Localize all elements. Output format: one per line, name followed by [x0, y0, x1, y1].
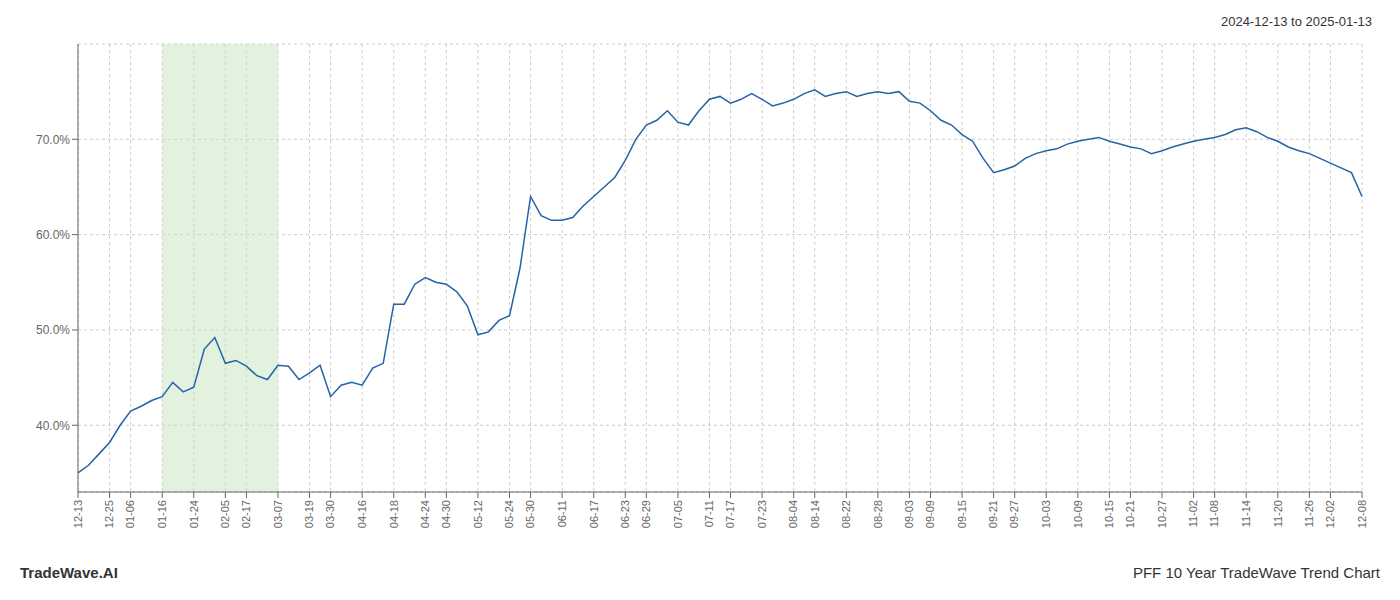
svg-text:07-17: 07-17 — [724, 500, 736, 528]
svg-text:10-03: 10-03 — [1040, 500, 1052, 528]
svg-text:04-18: 04-18 — [388, 500, 400, 528]
html-text:TradeWave.AI: TradeWave.AI — [20, 563, 118, 581]
svg-text:10-09: 10-09 — [1072, 500, 1084, 528]
svg-text:09-27: 09-27 — [1008, 500, 1020, 528]
svg-text:09-03: 09-03 — [903, 500, 915, 528]
svg-text:05-24: 05-24 — [503, 500, 515, 528]
svg-text:07-23: 07-23 — [756, 500, 768, 528]
svg-text:04-24: 04-24 — [419, 500, 431, 528]
svg-text:06-11: 06-11 — [556, 500, 568, 527]
svg-text:03-30: 03-30 — [324, 500, 336, 528]
svg-text:10-27: 10-27 — [1156, 500, 1168, 528]
svg-text:07-05: 07-05 — [672, 500, 684, 528]
svg-text:09-09: 09-09 — [924, 500, 936, 528]
svg-text:02-17: 02-17 — [240, 500, 252, 528]
svg-text:09-21: 09-21 — [987, 500, 999, 528]
svg-text:01-24: 01-24 — [188, 500, 200, 528]
svg-text:11-08: 11-08 — [1208, 500, 1220, 527]
svg-text:50.0%: 50.0% — [36, 323, 70, 337]
svg-text:11-02: 11-02 — [1187, 500, 1199, 527]
svg-text:08-14: 08-14 — [809, 500, 821, 528]
html-text:PFF 10 Year TradeWave Trend Ch: PFF 10 Year TradeWave Trend Chart — [1132, 563, 1380, 581]
svg-text:11-20: 11-20 — [1272, 500, 1284, 527]
svg-text:06-23: 06-23 — [619, 500, 631, 528]
svg-text:08-28: 08-28 — [872, 500, 884, 528]
svg-text:01-16: 01-16 — [156, 500, 168, 528]
svg-text:05-12: 05-12 — [472, 500, 484, 528]
svg-text:06-17: 06-17 — [588, 500, 600, 528]
svg-text:04-16: 04-16 — [356, 500, 368, 528]
html-text:2024-12-13 to 2025-01-13: 2024-12-13 to 2025-01-13 — [1220, 13, 1372, 29]
svg-text:05-30: 05-30 — [524, 500, 536, 528]
svg-text:12-13: 12-13 — [72, 500, 84, 528]
svg-text:01-06: 01-06 — [124, 500, 136, 528]
svg-text:10-15: 10-15 — [1103, 500, 1115, 528]
svg-text:07-11: 07-11 — [703, 500, 715, 527]
svg-text:09-15: 09-15 — [956, 500, 968, 528]
svg-text:11-14: 11-14 — [1240, 500, 1252, 527]
svg-text:08-04: 08-04 — [787, 500, 799, 528]
svg-text:12-08: 12-08 — [1356, 500, 1368, 528]
svg-text:03-07: 03-07 — [272, 500, 284, 528]
svg-text:08-22: 08-22 — [840, 500, 852, 528]
svg-text:40.0%: 40.0% — [36, 419, 70, 433]
svg-text:12-02: 12-02 — [1324, 500, 1336, 528]
svg-text:03-19: 03-19 — [303, 500, 315, 528]
svg-text:04-30: 04-30 — [440, 500, 452, 528]
svg-text:02-05: 02-05 — [219, 500, 231, 528]
svg-text:06-29: 06-29 — [640, 500, 652, 528]
svg-text:11-26: 11-26 — [1303, 500, 1315, 527]
svg-text:10-21: 10-21 — [1124, 500, 1136, 528]
svg-text:60.0%: 60.0% — [36, 228, 70, 242]
svg-text:70.0%: 70.0% — [36, 133, 70, 147]
svg-text:12-25: 12-25 — [103, 500, 115, 528]
